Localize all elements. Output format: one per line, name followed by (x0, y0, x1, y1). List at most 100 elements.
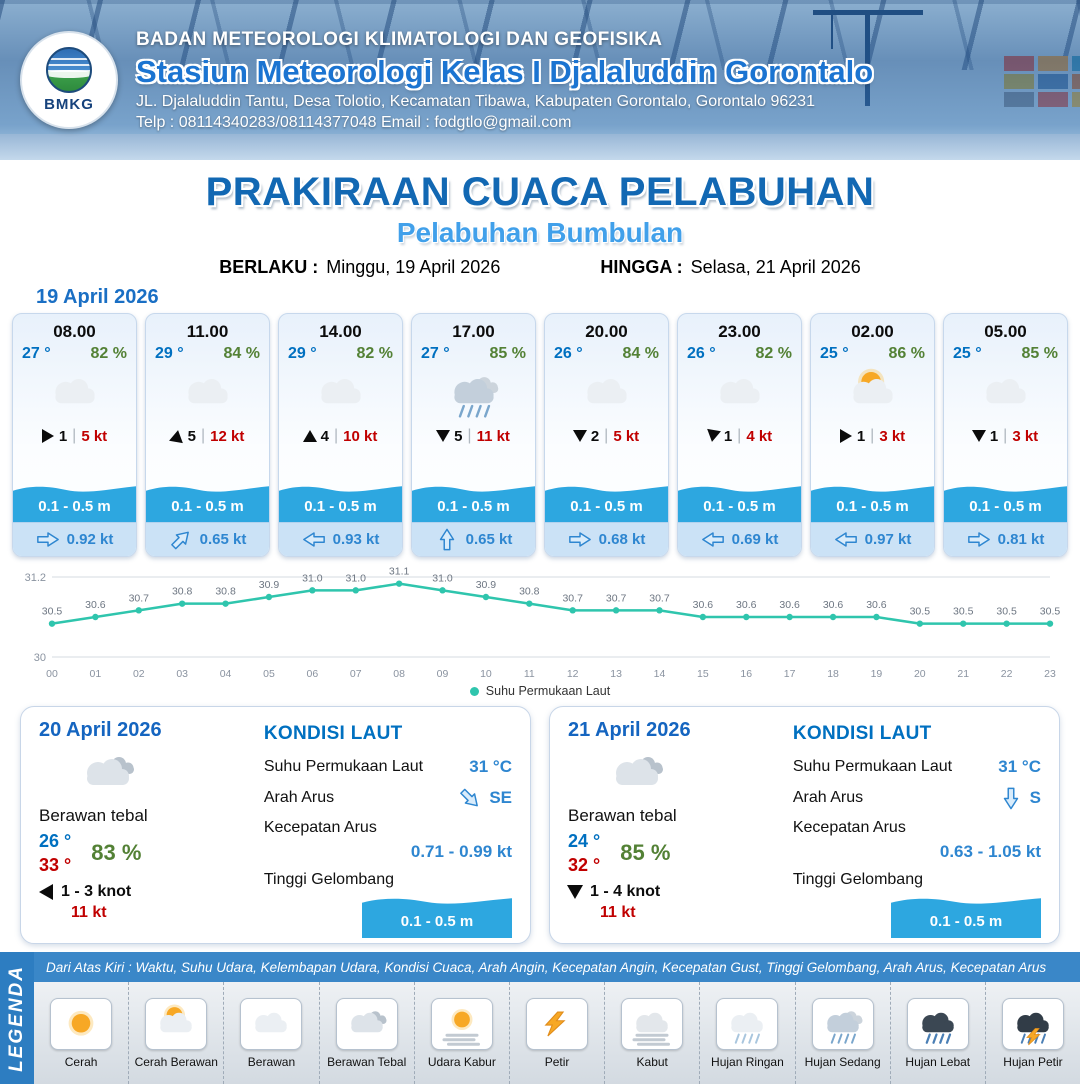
temperature: 27 ° (421, 345, 450, 362)
weather-icon (40, 365, 110, 421)
valid-to-label: HINGGA : (600, 257, 683, 277)
svg-text:16: 16 (740, 668, 752, 680)
svg-text:09: 09 (437, 668, 449, 680)
current-speed: 0.92 kt (66, 531, 114, 548)
forecast-card: 11.00 29 ° 84 % 5 | 12 kt (145, 313, 270, 557)
temp-max: 33 ° (39, 855, 72, 876)
daily-humidity: 83 % (91, 840, 142, 866)
forecast-card: 23.00 26 ° 82 % 1 | 4 kt (677, 313, 802, 557)
forecast-card: 14.00 29 ° 82 % 4 | 10 kt (278, 313, 403, 557)
svg-text:15: 15 (697, 668, 709, 680)
title-section: PRAKIRAAN CUACA PELABUHAN Pelabuhan Bumb… (0, 160, 1080, 278)
wind-gust: 11 kt (600, 903, 636, 921)
wind-speed: 5 kt (613, 427, 640, 445)
current-speed: 0.65 kt (465, 531, 513, 548)
legend-item: Cerah (34, 982, 130, 1084)
wave-height-band: 0.1 - 0.5 m (13, 484, 136, 522)
sst-label: Suhu Permukaan Laut (263, 758, 424, 775)
station-name: Stasiun Meteorologi Kelas I Djalaluddin … (136, 53, 874, 89)
forecast-card: 05.00 25 ° 85 % 1 | 3 kt (943, 313, 1068, 557)
legend-weather-icon (54, 1001, 108, 1047)
wave-height-band: 0.1 - 0.5 m (545, 484, 668, 522)
svg-text:18: 18 (827, 668, 839, 680)
wind-row: 2 | 5 kt (545, 424, 668, 448)
wave-height-band: 0.1 - 0.5 m (811, 484, 934, 522)
wave-height: 0.1 - 0.5 m (944, 496, 1067, 522)
time-label: 23.00 (718, 322, 761, 341)
current-speed: 0.69 kt (731, 531, 779, 548)
wind-direction-icon (41, 429, 54, 443)
legend-icon-tile (811, 997, 874, 1050)
wave-height-band: 0.1 - 0.5 m (146, 484, 269, 522)
daily-humidity: 85 % (620, 840, 671, 866)
legend-item: Kabut (605, 982, 701, 1084)
weather-icon (173, 365, 243, 421)
humidity: 86 % (888, 345, 925, 362)
svg-text:17: 17 (784, 668, 796, 680)
svg-text:12: 12 (567, 668, 579, 680)
time-label: 20.00 (585, 322, 628, 341)
bmkg-logo-text: BMKG (44, 96, 94, 113)
svg-text:30.7: 30.7 (562, 592, 583, 604)
sea-conditions-title: KONDISI LAUT (263, 723, 403, 744)
temperature: 26 ° (554, 345, 583, 362)
svg-text:06: 06 (307, 668, 319, 680)
legend-weather-icon (149, 1001, 203, 1047)
current-speed: 0.65 kt (199, 531, 247, 548)
legend-label: Berawan Tebal (327, 1054, 407, 1069)
svg-text:30.8: 30.8 (215, 586, 236, 598)
valid-from-label: BERLAKU : (219, 257, 319, 277)
daily-date: 20 April 2026 (39, 719, 162, 741)
weather-icon (838, 365, 908, 421)
wind-row: 1 | 5 kt (13, 424, 136, 448)
current-speed-value: 0.71 - 0.99 kt (410, 842, 512, 861)
wave-label: Tinggi Gelombang (263, 871, 394, 888)
temp-min: 24 ° (568, 831, 601, 851)
svg-text:30.5: 30.5 (996, 606, 1017, 618)
wind-row: 4 | 10 kt (279, 424, 402, 448)
wind-row: 5 | 12 kt (146, 424, 269, 448)
legend-weather-icon (435, 1001, 489, 1047)
time-label: 08.00 (53, 322, 96, 341)
current-speed: 0.68 kt (598, 531, 646, 548)
wind-row: 1 | 3 kt (944, 424, 1067, 448)
current-speed: 0.97 kt (864, 531, 912, 548)
wave-height: 0.1 - 0.5 m (362, 908, 512, 938)
legend-weather-icon (625, 1001, 679, 1047)
wind-scale: 1 (723, 427, 733, 445)
humidity: 82 % (90, 345, 127, 362)
wind-speed: 12 kt (210, 427, 245, 445)
current-direction-value: S (1029, 788, 1041, 807)
wave-height: 0.1 - 0.5 m (891, 908, 1041, 938)
current-direction-icon (36, 531, 60, 548)
legend-icon-tile (526, 997, 589, 1050)
legend-title: LEGENDA (6, 964, 27, 1072)
svg-text:01: 01 (90, 668, 102, 680)
legend-item: Berawan (224, 982, 320, 1084)
wind-direction-icon (39, 883, 53, 900)
legend-item: Cerah Berawan (129, 982, 225, 1084)
temperature: 25 ° (820, 345, 849, 362)
temperature: 26 ° (687, 345, 716, 362)
svg-text:31.0: 31.0 (302, 572, 323, 584)
wind-scale: 1 (856, 427, 866, 445)
sst-value: 31 °C (469, 757, 512, 776)
sea-conditions-title: KONDISI LAUT (792, 723, 932, 744)
bmkg-logo: BMKG (20, 31, 118, 129)
svg-text:31.1: 31.1 (389, 566, 410, 578)
current-row: 0.68 kt (545, 522, 668, 556)
valid-to-value: Selasa, 21 April 2026 (690, 257, 861, 277)
current-direction-icon (568, 531, 592, 548)
current-speed-value: 0.63 - 1.05 kt (939, 842, 1041, 861)
wave-height-band: 0.1 - 0.5 m (412, 484, 535, 522)
wind-range: 1 - 4 knot (590, 882, 661, 900)
time-label: 02.00 (851, 322, 894, 341)
wave-height-band: 0.1 - 0.5 m (944, 484, 1067, 522)
divider: | (737, 427, 742, 444)
svg-text:08: 08 (393, 668, 405, 680)
svg-text:07: 07 (350, 668, 362, 680)
legend-item: Hujan Sedang (796, 982, 891, 1084)
legend-icon-tile (1001, 997, 1064, 1050)
weather-icon (572, 365, 642, 421)
wind-row: 1 | 3 kt (811, 424, 934, 448)
